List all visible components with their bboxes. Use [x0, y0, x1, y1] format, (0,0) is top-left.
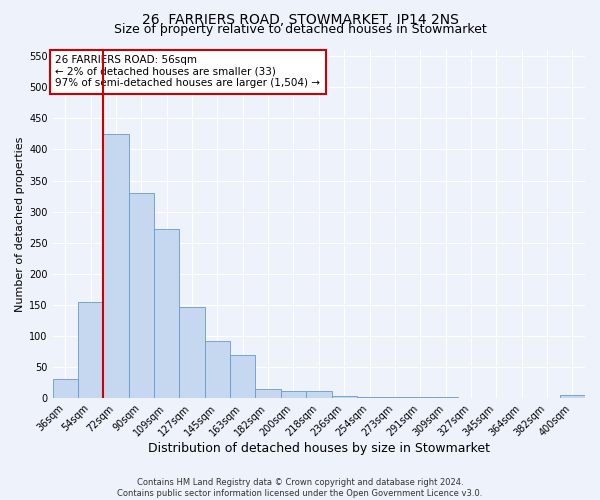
X-axis label: Distribution of detached houses by size in Stowmarket: Distribution of detached houses by size …: [148, 442, 490, 455]
Text: 26, FARRIERS ROAD, STOWMARKET, IP14 2NS: 26, FARRIERS ROAD, STOWMARKET, IP14 2NS: [142, 12, 458, 26]
Bar: [103, 134, 129, 398]
Text: Contains HM Land Registry data © Crown copyright and database right 2024.
Contai: Contains HM Land Registry data © Crown c…: [118, 478, 482, 498]
Bar: [281, 391, 306, 398]
Bar: [78, 302, 103, 398]
Bar: [256, 388, 281, 398]
Y-axis label: Number of detached properties: Number of detached properties: [15, 136, 25, 312]
Bar: [53, 380, 78, 398]
Bar: [230, 355, 256, 398]
Bar: [332, 396, 357, 398]
Bar: [306, 390, 332, 398]
Bar: [179, 308, 205, 398]
Text: Size of property relative to detached houses in Stowmarket: Size of property relative to detached ho…: [113, 22, 487, 36]
Bar: [129, 193, 154, 398]
Bar: [154, 229, 179, 398]
Text: 26 FARRIERS ROAD: 56sqm
← 2% of detached houses are smaller (33)
97% of semi-det: 26 FARRIERS ROAD: 56sqm ← 2% of detached…: [55, 55, 320, 88]
Bar: [560, 395, 585, 398]
Bar: [205, 342, 230, 398]
Bar: [357, 397, 382, 398]
